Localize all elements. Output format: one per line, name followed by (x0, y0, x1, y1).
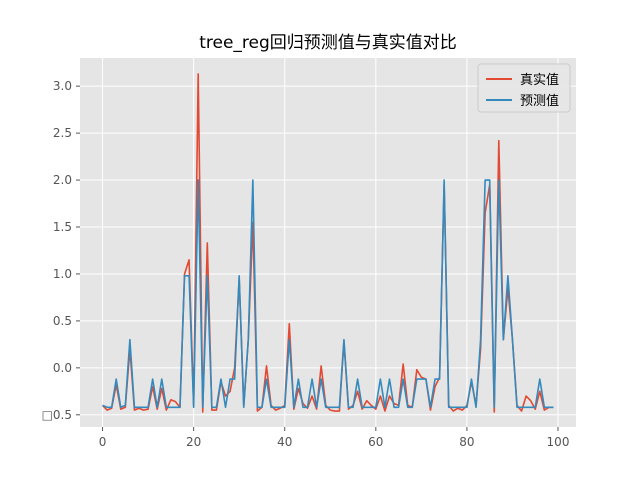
x-tick-label: 80 (459, 435, 474, 449)
legend-entry-label: 预测值 (520, 93, 559, 109)
legend-entry-label: 真实值 (520, 72, 559, 88)
x-tick-label: 0 (99, 435, 107, 449)
y-tick-label: 2.5 (53, 126, 72, 140)
y-tick-label: 1.5 (53, 220, 72, 234)
y-tick-label: 0.5 (53, 314, 72, 328)
series-line-predicted (102, 179, 554, 409)
y-tick-label: 2.0 (53, 173, 72, 187)
y-tick-label: □0.5 (42, 408, 72, 422)
y-tick-label: 0.0 (53, 361, 72, 375)
x-tick-label: 40 (277, 435, 292, 449)
y-tick-label: 3.0 (53, 79, 72, 93)
x-tick-label: 60 (368, 435, 383, 449)
x-tick-label: 20 (186, 435, 201, 449)
y-tick-label: 1.0 (53, 267, 72, 281)
x-tick-label: 100 (547, 435, 570, 449)
chart-title: tree_reg回归预测值与真实值对比 (199, 33, 457, 53)
